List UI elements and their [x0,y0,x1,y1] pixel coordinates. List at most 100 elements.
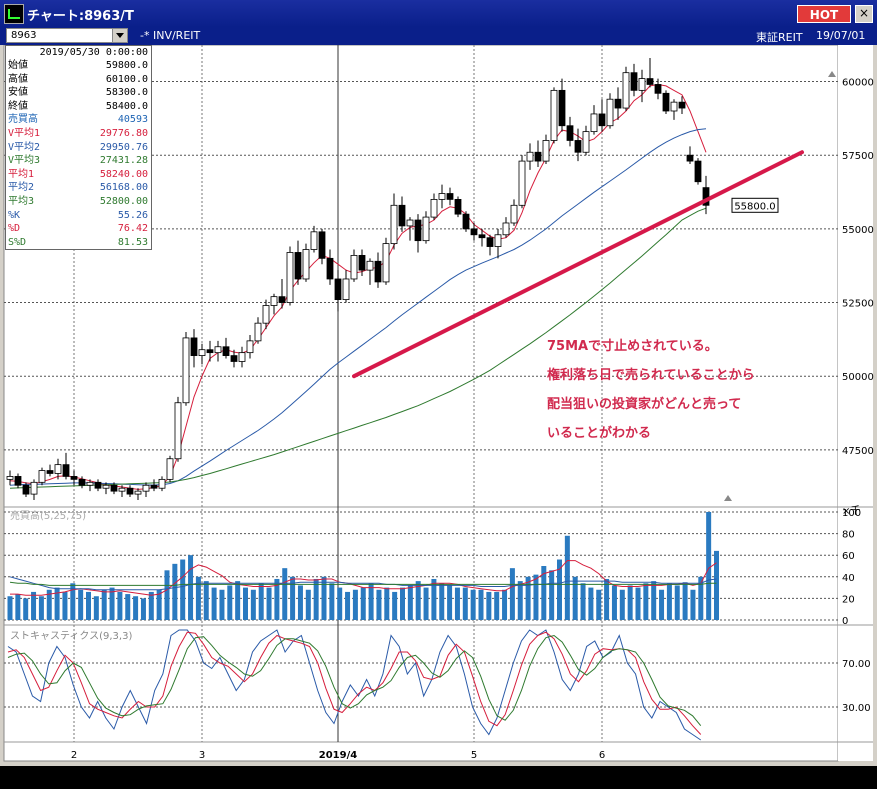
candle-body [86,481,94,486]
volume-bar [470,589,476,620]
volume-bar [564,535,570,620]
candle-body [350,254,358,280]
volume-bar [447,585,453,620]
volume-bar [54,587,60,620]
volume-bar [698,576,704,620]
volume-bar [274,578,280,620]
volume-y-tick-label: 0 [842,616,848,627]
info-key: 始値 [8,60,28,71]
info-value: 27431.28 [99,155,148,167]
volume-bar [140,598,146,620]
volume-bar [541,566,547,620]
volume-bar [101,589,107,620]
sector-label: -* INV/REIT [140,29,201,42]
candle-body [110,484,118,492]
candle-body [598,113,606,127]
candle-body [630,72,638,91]
overview-scrollbar[interactable] [0,766,877,789]
volume-bar [439,583,445,620]
x-tick-label: 2019/4 [319,750,357,761]
volume-bar [156,589,162,620]
candle-body [326,257,334,280]
volume-bar [250,589,256,620]
info-value: 58400.0 [105,100,148,112]
info-key: V平均1 [8,128,41,139]
last-price-box [731,197,779,213]
info-row: V平均3 27431.28 [8,155,148,167]
volume-y-tick-label: 20 [842,594,855,605]
candle-body [614,98,622,109]
close-button[interactable]: × [855,5,873,23]
annotation-line: 75MAで寸止めされている。 [547,339,718,354]
info-row: V平均1 29776.80 [8,128,148,140]
info-value: 58240.00 [99,168,148,180]
candle-body [310,231,318,250]
volume-bar [180,559,186,620]
candle-body [342,278,350,301]
candle-body [558,89,566,127]
candle-body [94,481,102,489]
candle-body [390,204,398,245]
info-key: V平均3 [8,155,41,167]
candle-body [398,204,406,227]
volume-bar [557,559,562,620]
x-tick-label: 6 [599,750,605,761]
moving-average-line [9,83,707,490]
candle-body [454,199,462,215]
candle-body [566,125,574,141]
annotation-line: いることがわかる [547,426,652,441]
volume-bar [7,596,13,620]
stochastic-line [7,631,702,735]
candle-body [486,237,494,247]
y-tick-label: 47500 [842,446,874,457]
volume-bar [462,587,468,620]
volume-bar [70,583,76,620]
info-date-row: 2019/05/30 0:00:00 [8,47,148,59]
volume-average-line [9,581,717,586]
volume-bar [148,591,154,620]
volume-bar [188,555,194,620]
candle-body [142,484,150,492]
info-row: %D 76.42 [8,223,148,235]
info-row: %K 55.26 [8,210,148,222]
chart-app-icon [4,4,24,24]
candle-body [270,296,278,306]
y-tick-label: 57500 [842,151,874,162]
volume-bar [297,585,303,620]
volume-bar [15,594,21,620]
volume-bar [38,596,44,620]
volume-bar [376,589,382,620]
info-value: 29950.76 [99,141,148,153]
candle-body [286,252,294,303]
toolbar-date: 19/07/01 [816,29,866,42]
volume-bar [682,582,688,620]
candle-body [574,140,582,153]
info-key: S%D [8,236,27,248]
volume-unit-label: ×千 [842,505,860,517]
volume-bar [517,581,523,620]
hot-button[interactable]: HOT [797,5,851,23]
volume-bar [321,576,327,620]
volume-bar [533,574,539,620]
x-tick-label: 3 [199,750,205,761]
volume-average-line [10,560,717,596]
candle-body [54,464,62,474]
candle-body [374,260,382,283]
candle-body [254,322,262,342]
info-key: 高値 [8,73,28,85]
info-key: 安値 [8,87,28,99]
volume-bar [384,587,390,620]
volume-bar [627,585,633,620]
candle-body [22,484,30,495]
candle-body [78,478,86,486]
volume-bar [329,583,335,620]
volume-bar [125,594,131,620]
symbol-input[interactable]: 8963 [6,28,128,43]
volume-bar [478,589,484,620]
volume-bar [454,587,460,620]
chart-area[interactable]: 2 3 2019/4 5 6 47500 50000 52500 55000 57500 60000… [0,45,877,766]
candle-body [62,464,70,477]
symbol-dropdown-button[interactable] [112,28,128,43]
candle-body [638,78,646,91]
volume-panel-title: 売買高(5,25,75) [10,509,86,522]
